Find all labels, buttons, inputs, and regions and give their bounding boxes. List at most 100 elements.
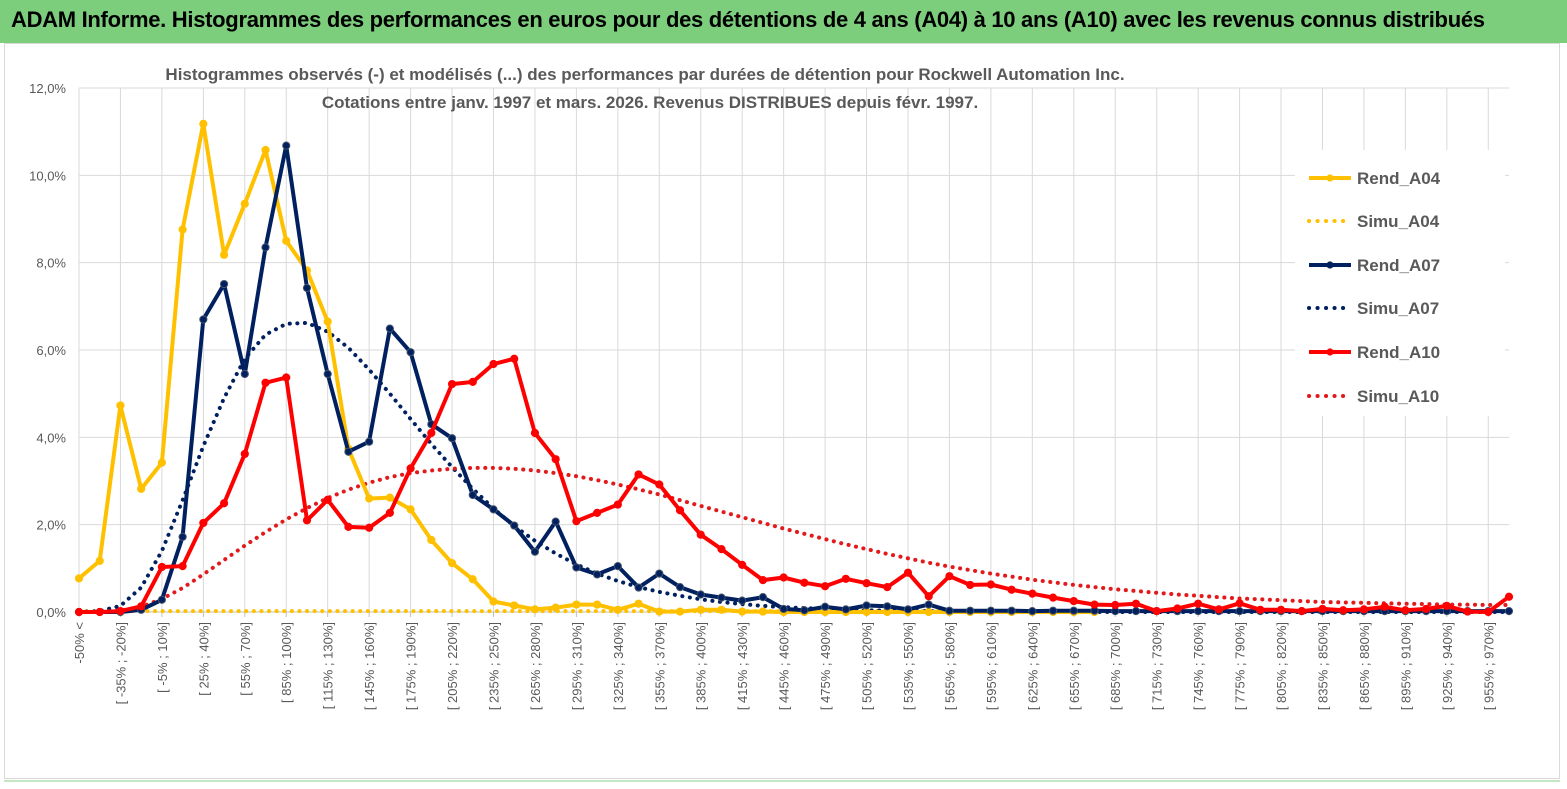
data-point-rend-a10 (841, 574, 850, 583)
data-point-rend-a10 (302, 516, 312, 525)
data-point-rend-a07 (758, 593, 768, 602)
data-point-rend-a04 (468, 575, 477, 584)
data-point-rend-a10 (447, 379, 457, 389)
data-point-rend-a07 (966, 606, 975, 615)
legend-marker (1326, 174, 1334, 182)
data-point-rend-a07 (344, 447, 353, 456)
data-point-rend-a10 (758, 576, 768, 585)
data-point-rend-a10 (820, 582, 830, 591)
data-point-rend-a10 (1194, 599, 1203, 608)
x-tick-label: [ 745% ; 760%] (1191, 622, 1206, 710)
data-point-rend-a10 (510, 354, 519, 363)
data-point-rend-a10 (1484, 607, 1493, 617)
data-point-rend-a10 (779, 573, 788, 582)
data-point-rend-a10 (1359, 605, 1369, 614)
data-point-rend-a10 (199, 518, 208, 528)
legend: Rend_A04 Simu_A04 Rend_A07 Simu_A07 Rend_A10… (1307, 169, 1441, 406)
data-point-rend-a10 (675, 506, 685, 515)
x-tick-label: [ 895% ; 910%] (1398, 622, 1413, 710)
data-point-rend-a10 (178, 562, 187, 571)
x-tick-label: [ 805% ; 820%] (1274, 622, 1289, 710)
data-point-rend-a04 (924, 607, 933, 617)
data-point-rend-a07 (717, 593, 726, 602)
x-tick-label: [ 85% ; 100%] (279, 622, 294, 703)
x-tick-label: [ -35% ; -20%] (113, 622, 128, 704)
chart-frame (4, 43, 1560, 779)
data-point-rend-a04 (240, 199, 249, 208)
legend-background (1295, 150, 1505, 416)
data-point-rend-a10 (74, 607, 84, 617)
data-point-rend-a10 (1048, 593, 1058, 602)
x-tick-label: [ 475% ; 490%] (818, 622, 833, 710)
data-point-rend-a07 (1069, 606, 1078, 615)
x-tick-label: [ 235% ; 250%] (486, 622, 501, 710)
series-line-rend-a07 (79, 143, 1509, 614)
x-tick-label: [ 685% ; 700%] (1108, 622, 1123, 710)
data-point-rend-a10 (655, 480, 664, 489)
x-tick-label: [ 205% ; 220%] (445, 622, 460, 710)
data-point-rend-a10 (551, 455, 560, 464)
y-tick-label: 6,0% (36, 343, 66, 358)
data-point-rend-a07 (986, 606, 995, 615)
data-point-rend-a04 (675, 607, 685, 616)
data-point-rend-a10 (365, 523, 374, 532)
data-point-rend-a10 (1463, 607, 1472, 616)
data-point-rend-a10 (1214, 605, 1223, 614)
data-point-rend-a10 (593, 508, 602, 517)
data-point-rend-a10 (468, 377, 477, 386)
x-tick-label: [ 145% ; 160%] (362, 622, 377, 710)
data-point-rend-a10 (1131, 599, 1141, 608)
data-point-rend-a04 (572, 600, 581, 609)
data-point-rend-a07 (945, 606, 954, 615)
data-point-rend-a04 (593, 600, 602, 609)
x-tick-label: [ 625% ; 640%] (1025, 622, 1040, 710)
data-point-rend-a04 (696, 605, 705, 614)
series-lines (74, 119, 1514, 617)
bottom-divider (4, 780, 1560, 782)
gridlines (78, 87, 1509, 612)
data-point-rend-a07 (1028, 607, 1037, 616)
data-point-rend-a04 (385, 493, 394, 502)
chart-title-line1: Histogrammes observés (-) et modélisés (… (165, 65, 1124, 84)
data-point-rend-a10 (696, 530, 705, 539)
data-point-rend-a10 (945, 572, 954, 581)
data-point-rend-a07 (800, 606, 809, 615)
data-point-rend-a04 (530, 605, 540, 614)
y-tick-label: 2,0% (36, 518, 66, 533)
data-point-rend-a10 (344, 522, 353, 531)
y-axis-ticks: 0,0% 2,0% 4,0% 6,0% 8,0% 10,0% 12,0% (29, 81, 66, 620)
data-point-rend-a04 (95, 556, 104, 566)
data-point-rend-a10 (738, 560, 747, 569)
data-point-rend-a07 (883, 602, 892, 611)
data-point-rend-a10 (240, 449, 249, 459)
legend-marker (1326, 348, 1334, 356)
data-point-rend-a04 (157, 458, 166, 467)
data-point-rend-a07 (365, 437, 374, 446)
data-point-rend-a07 (593, 570, 602, 579)
x-tick-label: [ 925% ; 940%] (1440, 622, 1455, 710)
data-point-rend-a07 (530, 547, 540, 556)
legend-label: Rend_A07 (1357, 256, 1440, 275)
data-point-rend-a10 (530, 428, 540, 438)
series-line-simu-a10 (77, 465, 1511, 614)
data-point-rend-a04 (655, 607, 664, 616)
data-point-rend-a04 (551, 603, 560, 612)
data-point-rend-a04 (365, 494, 374, 503)
data-point-rend-a04 (427, 535, 436, 545)
data-point-rend-a10 (95, 607, 104, 617)
data-point-rend-a10 (1380, 602, 1389, 611)
data-point-rend-a07 (240, 369, 249, 379)
data-point-rend-a07 (199, 315, 208, 324)
data-point-rend-a07 (157, 595, 166, 604)
data-point-rend-a07 (696, 590, 705, 599)
x-tick-label: [ 955% ; 970%] (1481, 622, 1496, 710)
data-point-rend-a04 (261, 145, 270, 155)
x-tick-label: [ -5% ; 10%] (155, 622, 170, 693)
chart-title-line2: Cotations entre janv. 1997 et mars. 2026… (322, 93, 978, 112)
data-point-rend-a10 (1007, 585, 1016, 594)
series-line-simu-a07 (77, 320, 1511, 614)
data-point-rend-a07 (510, 521, 519, 530)
data-point-rend-a07 (551, 517, 560, 526)
x-tick-label: [ 415% ; 430%] (735, 622, 750, 710)
data-point-rend-a07 (1235, 607, 1244, 616)
